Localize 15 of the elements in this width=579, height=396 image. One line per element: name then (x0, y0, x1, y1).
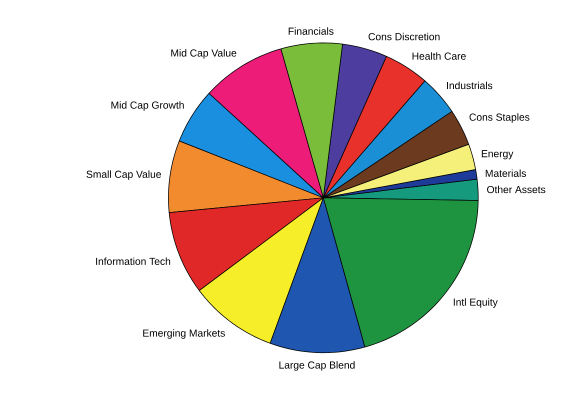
slice-label: Cons Discretion (368, 32, 440, 40)
slice-label: Mid Cap Growth (111, 101, 184, 111)
slice-label: Small Cap Value (86, 170, 161, 180)
slice-label: Information Tech (96, 258, 170, 266)
slice-label: Emerging Markets (143, 329, 225, 339)
slice-label: Financials (288, 27, 334, 36)
slice-label: Industrials (447, 82, 492, 90)
slice-label: Cons Staples (470, 113, 530, 123)
slice-label: Mid Cap Value (171, 49, 236, 59)
slice-label: Health Care (412, 52, 466, 60)
slice-label: Other Assets (487, 186, 546, 194)
slice-label: Intl Equity (454, 298, 498, 308)
slice-label: Energy (482, 150, 514, 160)
slice-label: Large Cap Blend (279, 361, 355, 371)
slice-label: Materials (486, 170, 526, 178)
